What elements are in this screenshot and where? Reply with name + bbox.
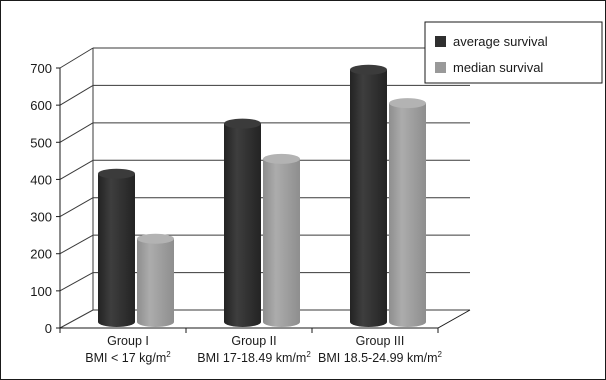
- bar-median-survival-2: [263, 153, 300, 327]
- bar-average-survival-1: [98, 168, 135, 327]
- side-gridline: [59, 197, 94, 218]
- y-tick-label: 500: [30, 135, 52, 150]
- bars: [98, 64, 426, 328]
- legend-swatch-average-survival: [435, 36, 446, 47]
- y-tick-label: 200: [30, 247, 52, 262]
- y-tick-label: 700: [30, 61, 52, 76]
- legend: average survival median survival: [424, 21, 603, 84]
- y-tick-labels: 0 100 200 300 400 500 600 700: [30, 61, 52, 336]
- y-tick-label: 400: [30, 172, 52, 187]
- legend-label-median-survival: median survival: [453, 60, 543, 75]
- axes: [56, 48, 471, 333]
- side-gridline: [59, 122, 94, 143]
- x-tick-labels: Group I BMI < 17 kg/m2 Group II BMI 17-18.4…: [85, 334, 442, 365]
- legend-box: [424, 21, 603, 84]
- x-tick-label-1-line2: BMI < 17 kg/m2: [85, 350, 171, 365]
- legend-label-average-survival: average survival: [453, 34, 548, 49]
- side-gridline: [59, 159, 94, 180]
- x-tick-label-3-line2: BMI 18.5-24.99 km/m2: [318, 350, 443, 365]
- y-tick-label: 600: [30, 98, 52, 113]
- side-gridline: [59, 234, 94, 255]
- x-tick-label-2-line1: Group II: [231, 334, 276, 348]
- legend-swatch-median-survival: [435, 62, 446, 73]
- y-tick-label: 100: [30, 284, 52, 299]
- side-gridline: [59, 309, 94, 329]
- superscript: 2: [166, 350, 171, 359]
- side-gridline: [59, 84, 94, 106]
- bar-average-survival-2: [224, 118, 261, 327]
- y-tick-label: 0: [45, 321, 52, 336]
- superscript: 2: [438, 350, 443, 359]
- superscript: 2: [306, 350, 311, 359]
- x-tick-label-3-line1: Group III: [356, 334, 405, 348]
- bar-median-survival-3: [389, 98, 426, 328]
- x-tick-label-1-line1: Group I: [107, 334, 149, 348]
- side-gridline: [59, 47, 94, 69]
- y-tick-label: 300: [30, 210, 52, 225]
- bar-average-survival-3: [350, 64, 387, 327]
- x-tick-label-2-line2: BMI 17-18.49 km/m2: [197, 350, 311, 365]
- side-gridline: [59, 272, 94, 292]
- bar-median-survival-1: [137, 233, 174, 327]
